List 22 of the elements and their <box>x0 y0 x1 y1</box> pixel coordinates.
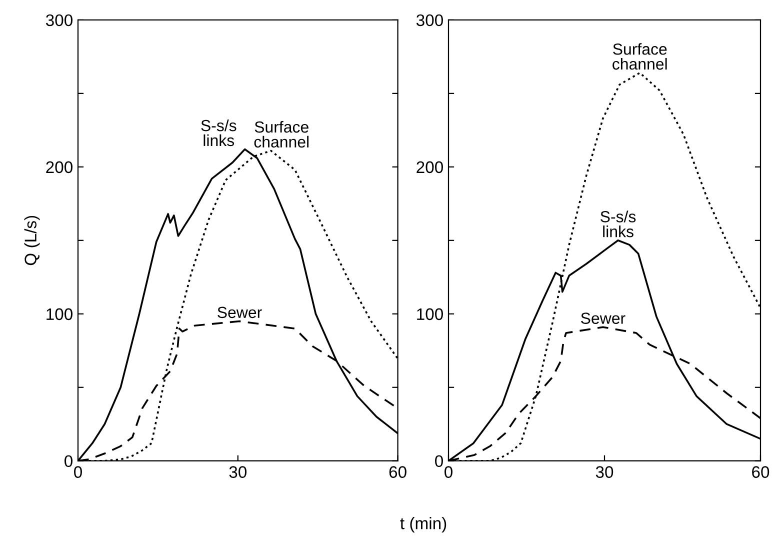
y-tick-label: 100 <box>46 308 72 320</box>
y-tick-label: 300 <box>46 14 72 26</box>
x-tick-label: 0 <box>74 466 82 478</box>
y-axis-title: Q (L/s) <box>24 216 40 266</box>
y-tick-label: 0 <box>435 455 443 468</box>
series-label: Surface channel <box>612 43 667 70</box>
series-label: Sewer <box>581 312 626 324</box>
series-label: Sewer <box>218 306 262 318</box>
y-tick-label: 300 <box>416 14 443 26</box>
y-tick-label: 100 <box>417 308 443 320</box>
x-tick-label: 30 <box>596 466 614 478</box>
x-tick-label: 60 <box>389 466 406 478</box>
series-label: S-s/s links <box>201 119 236 146</box>
x-tick-label: 60 <box>752 466 770 478</box>
x-tick-label: 30 <box>229 466 247 478</box>
x-axis-title: t (min) <box>400 516 446 533</box>
y-tick-label: 200 <box>416 161 443 174</box>
y-tick-label: 0 <box>64 455 72 468</box>
series-label: Surface channel <box>254 120 309 148</box>
series-label: S-s/s links <box>600 210 636 238</box>
y-tick-label: 200 <box>46 161 72 174</box>
x-tick-label: 0 <box>444 466 452 478</box>
